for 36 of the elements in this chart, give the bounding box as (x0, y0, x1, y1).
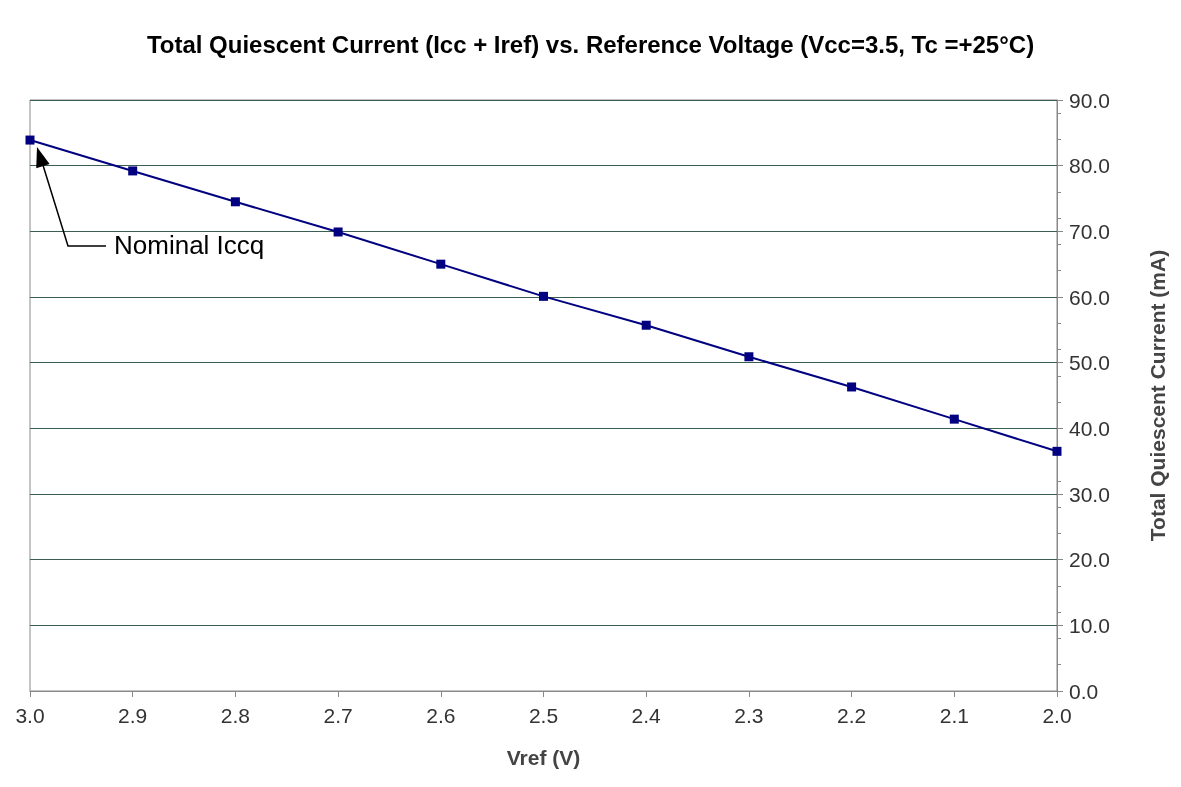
y-tick-label: 80.0 (1069, 154, 1110, 178)
point (25, 135, 35, 145)
y-tick-label: 10.0 (1069, 613, 1110, 637)
y-tick-label: 20.0 (1069, 548, 1110, 572)
x-tick-label: 2.0 (1042, 704, 1072, 727)
y-tick-label: 60.0 (1069, 285, 1110, 309)
x-tick-label: 2.2 (837, 704, 867, 727)
x-tick-label: 2.3 (734, 704, 764, 727)
annotation: Nominal Iccq (114, 230, 265, 261)
y-tick-label: 30.0 (1069, 482, 1110, 506)
x-tick-label: 2.6 (426, 704, 456, 727)
x-tick-label: 2.5 (528, 704, 559, 727)
point (230, 197, 240, 207)
point (1052, 446, 1062, 456)
point (333, 227, 343, 237)
y-tick-label: 50.0 (1069, 351, 1110, 375)
x-tick-label: 2.9 (118, 704, 148, 727)
y-axis-title: Total Quiescent Current (mA) (1146, 249, 1169, 542)
y-tick-label: 70.0 (1069, 219, 1110, 243)
point (847, 382, 857, 392)
x-tick-label: 3.0 (15, 704, 45, 727)
point (436, 259, 446, 269)
y-tick-label: 90.0 (1069, 88, 1110, 112)
chart-title: Total Quiescent Current (Icc + Iref) vs. Reference Voltage (Vcc=3.5, Tc =+25°C) (146, 30, 1035, 58)
point (949, 414, 959, 424)
point (128, 166, 138, 176)
x-axis-title: Vref (V) (506, 746, 581, 769)
x-tick-label: 2.7 (323, 704, 353, 727)
y-tick-label: 0.0 (1069, 679, 1099, 703)
point (641, 320, 651, 330)
point (744, 352, 754, 362)
x-tick-label: 2.4 (631, 704, 662, 727)
point (539, 291, 548, 301)
x-tick-label: 2.1 (939, 704, 969, 727)
x-tick-label: 2.8 (220, 704, 250, 727)
y-tick-label: 40.0 (1069, 416, 1110, 440)
